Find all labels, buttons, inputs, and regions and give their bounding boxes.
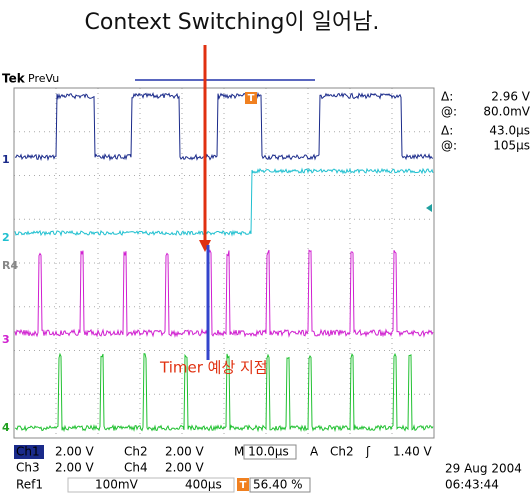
status-text: 2.00 V bbox=[165, 461, 205, 475]
status-text: 100mV bbox=[95, 478, 139, 492]
status-text: 1.40 V bbox=[393, 445, 433, 459]
date: 29 Aug 2004 bbox=[445, 462, 522, 476]
ch4-trace bbox=[14, 352, 434, 433]
status-text: 400µs bbox=[185, 478, 222, 492]
channel-marker: R4 bbox=[2, 259, 18, 272]
brand: Tek bbox=[2, 72, 26, 86]
readout-symbol: @: bbox=[441, 105, 457, 119]
mode: PreVu bbox=[28, 72, 59, 85]
readouts: Δ: 2.96 V @: 80.0mV Δ: 43.0µs @: 105µs bbox=[441, 90, 531, 153]
readout-symbol: Δ: bbox=[441, 90, 453, 104]
annotation-title: Context Switching이 일어남. bbox=[85, 10, 380, 35]
ch1-box bbox=[14, 445, 44, 459]
arrow-head bbox=[199, 240, 211, 252]
status-text: 2.00 V bbox=[55, 445, 95, 459]
trigger-pos-box bbox=[249, 477, 311, 493]
ch3-trace bbox=[14, 249, 434, 338]
readout-value: 105µs bbox=[493, 139, 530, 153]
status-text: Ch2 bbox=[330, 445, 354, 459]
status-text: A bbox=[310, 445, 319, 459]
trigger-marker-box bbox=[245, 92, 257, 104]
status-text: Ch4 bbox=[124, 461, 148, 475]
status-text: Ref1 bbox=[16, 478, 43, 492]
channel-marker: 3 bbox=[2, 333, 10, 346]
ref-box bbox=[67, 477, 235, 493]
trigger-pos-icon-box bbox=[237, 478, 249, 491]
channel-marker: 2 bbox=[2, 231, 10, 244]
readout-symbol: Δ: bbox=[441, 124, 453, 138]
status-text: Ch2 bbox=[124, 445, 148, 459]
marker-label: Timer 예상 지점 bbox=[159, 359, 268, 377]
plot-border bbox=[13, 87, 435, 439]
status-text: 56.40 % bbox=[253, 478, 303, 492]
ch2-trace bbox=[14, 167, 434, 237]
trigger-marker: T bbox=[248, 93, 255, 104]
channel-markers: 1 2 R4 3 4 bbox=[2, 153, 18, 434]
status-text: 2.00 V bbox=[55, 461, 95, 475]
readout-value: 80.0mV bbox=[483, 105, 530, 119]
channel-marker: 4 bbox=[2, 421, 10, 434]
waveforms bbox=[14, 91, 434, 433]
time: 06:43:44 bbox=[445, 478, 499, 492]
readout-value: 2.96 V bbox=[491, 90, 531, 104]
readout-symbol: @: bbox=[441, 139, 457, 153]
timebase-box bbox=[243, 444, 297, 460]
status-text: 2.00 V bbox=[165, 445, 205, 459]
readout-value: 43.0µs bbox=[489, 124, 530, 138]
status-bar: Ch1 2.00 V Ch2 2.00 V M 10.0µs A Ch2 ʃ 1… bbox=[14, 444, 522, 493]
channel-marker: 1 bbox=[2, 153, 10, 166]
status-text: ʃ bbox=[365, 445, 371, 459]
status-text: Ch3 bbox=[16, 461, 40, 475]
status-text: M 10.0µs bbox=[234, 445, 289, 459]
status-text: Ch1 bbox=[16, 445, 40, 459]
trigger-pos-icon: T bbox=[240, 480, 247, 491]
ch1-trace bbox=[14, 91, 434, 162]
level-marker bbox=[426, 204, 432, 212]
